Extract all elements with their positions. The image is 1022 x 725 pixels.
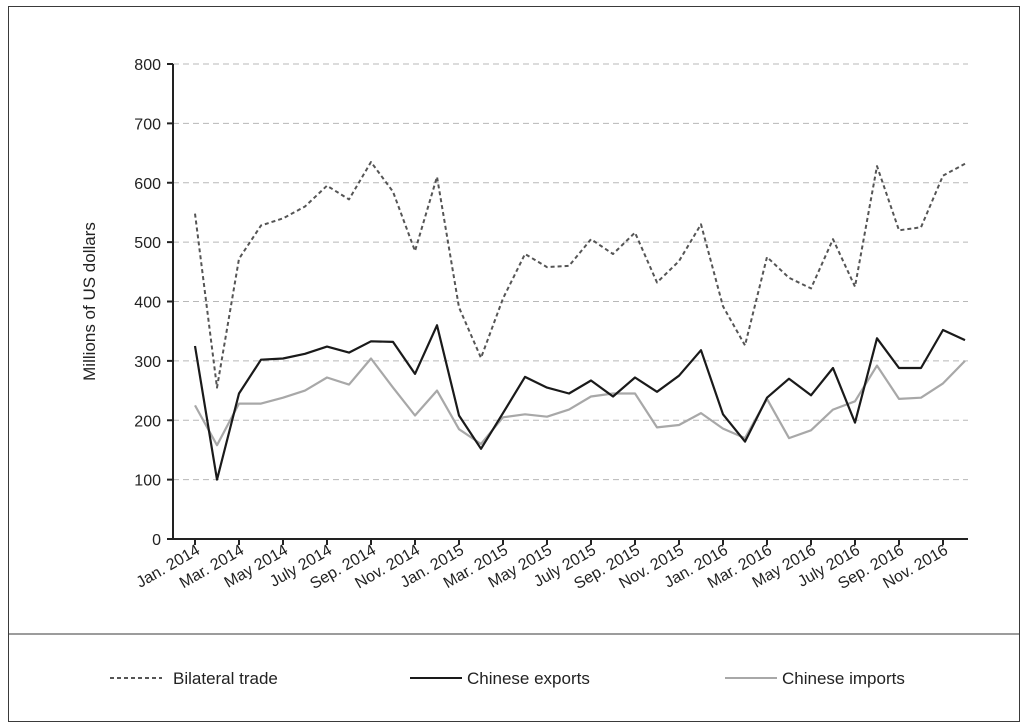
y-tick-label: 200	[134, 413, 161, 430]
y-tick-label: 500	[134, 235, 161, 252]
series-line-chinese-exports	[193, 324, 966, 481]
y-tick-label: 400	[134, 295, 161, 312]
y-tick-label: 600	[134, 176, 161, 193]
y-tick-label: 300	[134, 354, 161, 371]
series-line-chinese-imports	[194, 357, 966, 447]
legend-label: Chinese imports	[782, 669, 905, 688]
series-line-bilateral-trade	[194, 161, 966, 389]
y-tick-label: 0	[152, 532, 161, 549]
chart-frame	[8, 6, 1020, 722]
y-tick-label: 700	[134, 116, 161, 133]
y-tick-label: 800	[134, 57, 161, 74]
y-axis-ticks: 0 100 200 300 400 500 600 700 800	[134, 57, 173, 549]
y-tick-label: 100	[134, 473, 161, 490]
legend-label: Chinese exports	[467, 669, 590, 688]
legend-label: Bilateral trade	[173, 669, 278, 688]
legend: Bilateral trade Chinese exports Chinese im…	[110, 669, 905, 688]
series-lines	[193, 161, 966, 481]
y-axis-label: Millions of US dollars	[80, 222, 99, 381]
gridlines	[173, 63, 968, 481]
